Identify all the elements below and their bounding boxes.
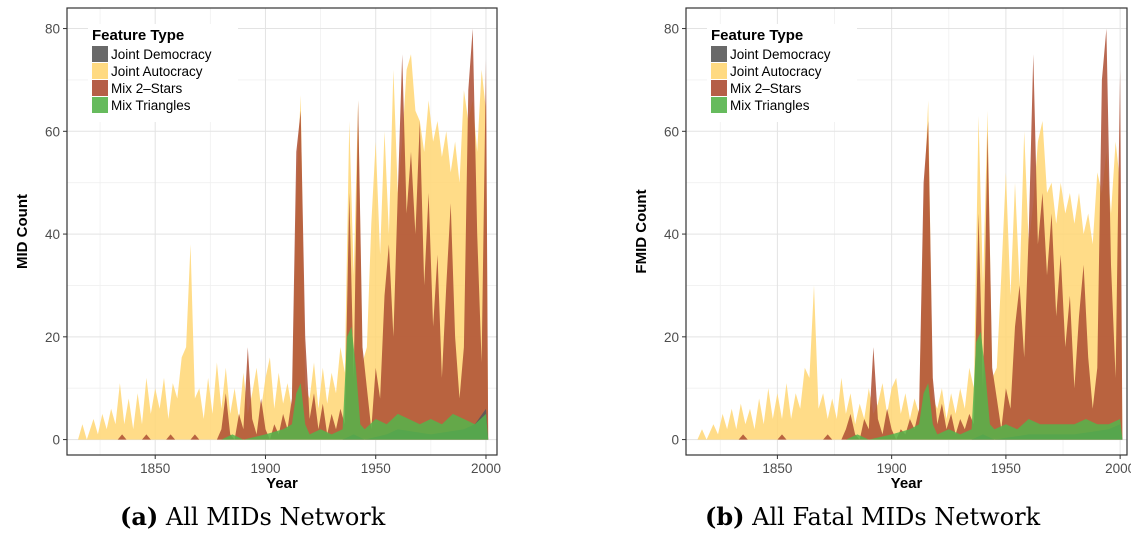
caption-a-label: (a) [120,502,159,531]
chart-b: 1850 1900 1950 2000 0 20 40 60 80 Year FMID Count F… [565,0,1131,550]
y-axis-label: FMID Count [633,189,650,273]
legend-background [707,24,857,122]
y-tick-label: 80 [664,22,679,37]
x-axis-label: Year [891,475,923,492]
legend-swatch [711,97,727,113]
caption-a: (a) All MIDs Network [120,502,385,531]
y-tick-label: 80 [45,22,60,37]
x-tick-label: 1950 [991,461,1021,476]
caption-a-text: All MIDs Network [165,503,386,531]
x-tick-label: 2000 [471,461,501,476]
x-axis-label: Year [266,475,298,492]
legend-title: Feature Type [92,27,184,44]
y-tick-label: 60 [45,124,60,139]
legend-swatch [711,80,727,96]
legend-entry: Joint Democracy [730,47,831,62]
x-tick-label: 1900 [250,461,280,476]
caption-b-text: All Fatal MIDs Network [752,503,1041,531]
chart-b-svg: 1850 1900 1950 2000 0 20 40 60 80 Year FMID Count F… [633,7,1131,492]
y-axis-label: MID Count [14,194,31,269]
legend-entry: Joint Autocracy [730,64,822,79]
area-layer [78,28,489,440]
area-mix-2-stars [697,28,1123,440]
legend-entry: Mix 2–Stars [730,81,802,96]
legend: Feature Type Joint Democracy Joint Autocra… [707,24,857,122]
y-tick-label: 40 [664,227,679,242]
x-tick-label: 1900 [877,461,907,476]
x-tick-label: 2000 [1105,461,1131,476]
y-tick-label: 0 [671,433,679,448]
legend-entry: Mix 2–Stars [111,81,183,96]
y-tick-label: 0 [52,433,60,448]
legend-swatch [711,46,727,62]
caption-b: (b) All Fatal MIDs Network [705,502,1040,531]
legend-entry: Mix Triangles [111,98,191,113]
caption-b-label: (b) [705,502,745,531]
x-tick-label: 1950 [361,461,391,476]
legend-swatch [92,63,108,79]
area-layer [697,28,1123,440]
legend-title: Feature Type [711,27,803,44]
chart-a-svg: 1850 1900 1950 2000 0 20 40 60 80 Year MID Count Fe… [14,7,501,492]
area-mix-2-stars [78,28,489,440]
legend-entry: Joint Democracy [111,47,212,62]
y-tick-label: 20 [664,330,679,345]
chart-a: 1850 1900 1950 2000 0 20 40 60 80 Year MID Count Fe… [0,0,560,550]
legend-entry: Joint Autocracy [111,64,203,79]
legend-entry: Mix Triangles [730,98,810,113]
y-tick-label: 20 [45,330,60,345]
legend-swatch [92,46,108,62]
x-tick-label: 1850 [762,461,792,476]
area-mix-triangles [697,331,1123,440]
legend: Feature Type Joint Democracy Joint Autocra… [88,24,238,122]
legend-swatch [711,63,727,79]
legend-background [88,24,238,122]
plot-border [685,7,1128,456]
y-tick-label: 60 [664,124,679,139]
area-mix-triangles [78,326,489,440]
plot-border [66,7,498,456]
x-tick-label: 1850 [140,461,170,476]
legend-swatch [92,80,108,96]
y-tick-label: 40 [45,227,60,242]
legend-swatch [92,97,108,113]
